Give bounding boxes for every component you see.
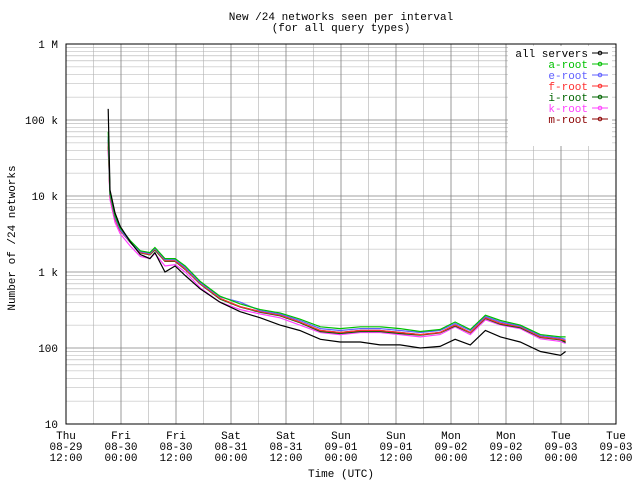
chart-subtitle: (for all query types) <box>272 23 411 35</box>
y-tick-label: 1 k <box>38 268 58 280</box>
x-tick-label: Mon 09-02 12:00 <box>489 431 522 465</box>
series-line <box>107 146 566 343</box>
x-tick-label-line: 08-31 <box>269 442 302 454</box>
legend-label: all servers <box>515 49 588 61</box>
series-line <box>107 142 566 342</box>
x-tick-label-line: 00:00 <box>544 453 577 465</box>
y-tick-label: 100 k <box>25 116 58 128</box>
series-line <box>107 108 566 357</box>
x-tick-label-line: Thu <box>56 431 76 443</box>
x-tick-label-line: 12:00 <box>269 453 302 465</box>
x-tick-label-line: 00:00 <box>324 453 357 465</box>
x-tick-label-line: 09-03 <box>599 442 632 454</box>
x-tick-label-line: 09-02 <box>434 442 467 454</box>
legend-label: e-root <box>548 71 588 83</box>
x-tick-label-line: 09-01 <box>324 442 357 454</box>
x-tick-label-line: Sat <box>221 431 241 443</box>
y-axis-label: Number of /24 networks <box>7 165 19 310</box>
legend-marker <box>597 105 603 111</box>
x-tick-label-line: Sun <box>386 431 406 443</box>
x-tick-label: Sat 08-31 12:00 <box>269 431 302 465</box>
x-tick-label: Sun 09-01 12:00 <box>379 431 412 465</box>
x-tick-label-line: Sun <box>331 431 351 443</box>
x-tick-label-line: 08-31 <box>214 442 247 454</box>
x-tick-label-line: Fri <box>111 431 131 443</box>
x-tick-label-line: 12:00 <box>49 453 82 465</box>
x-tick-label-line: 09-03 <box>544 442 577 454</box>
legend-marker <box>597 61 603 67</box>
x-tick-label: Fri 08-30 00:00 <box>104 431 137 465</box>
legend-label: a-root <box>548 60 588 72</box>
x-tick-label-line: 08-30 <box>104 442 137 454</box>
y-tick-label: 10 <box>45 420 58 432</box>
x-tick-label-line: Fri <box>166 431 186 443</box>
x-tick-label-line: 12:00 <box>599 453 632 465</box>
x-tick-label: Tue 09-03 00:00 <box>544 431 577 465</box>
legend-label: m-root <box>548 115 588 127</box>
x-tick-label-line: 08-29 <box>49 442 82 454</box>
x-tick-label-line: 00:00 <box>104 453 137 465</box>
x-tick-label: Sun 09-01 00:00 <box>324 431 357 465</box>
plot-frame <box>65 43 617 425</box>
x-tick-label: Thu 08-29 12:00 <box>49 431 82 465</box>
legend-marker <box>597 94 603 100</box>
x-tick-label-line: Mon <box>441 431 461 443</box>
x-tick-label-line: 12:00 <box>159 453 192 465</box>
series-line <box>107 131 566 338</box>
series-line <box>107 139 566 344</box>
x-tick-label: Fri 08-30 12:00 <box>159 431 192 465</box>
series-line <box>107 150 566 344</box>
x-tick-label: Sat 08-31 00:00 <box>214 431 247 465</box>
y-tick-label: 10 k <box>32 192 59 204</box>
x-tick-label-line: Sat <box>276 431 296 443</box>
legend-label: k-root <box>548 104 588 116</box>
x-tick-label-line: Tue <box>606 431 626 443</box>
x-tick-label: Mon 09-02 00:00 <box>434 431 467 465</box>
legend-marker <box>597 72 603 78</box>
legend-marker <box>597 83 603 89</box>
x-tick-label-line: Mon <box>496 431 516 443</box>
legend-marker <box>597 116 603 122</box>
y-tick-label: 100 <box>38 344 58 356</box>
x-tick-label-line: 00:00 <box>214 453 247 465</box>
legend-label: f-root <box>548 82 588 94</box>
legend-label: i-root <box>548 93 588 105</box>
x-tick-label-line: 00:00 <box>434 453 467 465</box>
x-tick-label-line: 09-01 <box>379 442 412 454</box>
x-tick-label-line: 09-02 <box>489 442 522 454</box>
series-line <box>107 136 566 340</box>
x-tick-label-line: Tue <box>551 431 571 443</box>
x-tick-label-line: 08-30 <box>159 442 192 454</box>
y-tick-label: 1 M <box>38 40 58 52</box>
x-tick-label: Tue 09-03 12:00 <box>599 431 632 465</box>
legend-marker <box>597 50 603 56</box>
chart-title: New /24 networks seen per interval <box>229 12 453 24</box>
x-tick-label-line: 12:00 <box>379 453 412 465</box>
legend-box <box>508 46 612 146</box>
x-axis-label: Time (UTC) <box>308 469 374 480</box>
x-tick-label-line: 12:00 <box>489 453 522 465</box>
